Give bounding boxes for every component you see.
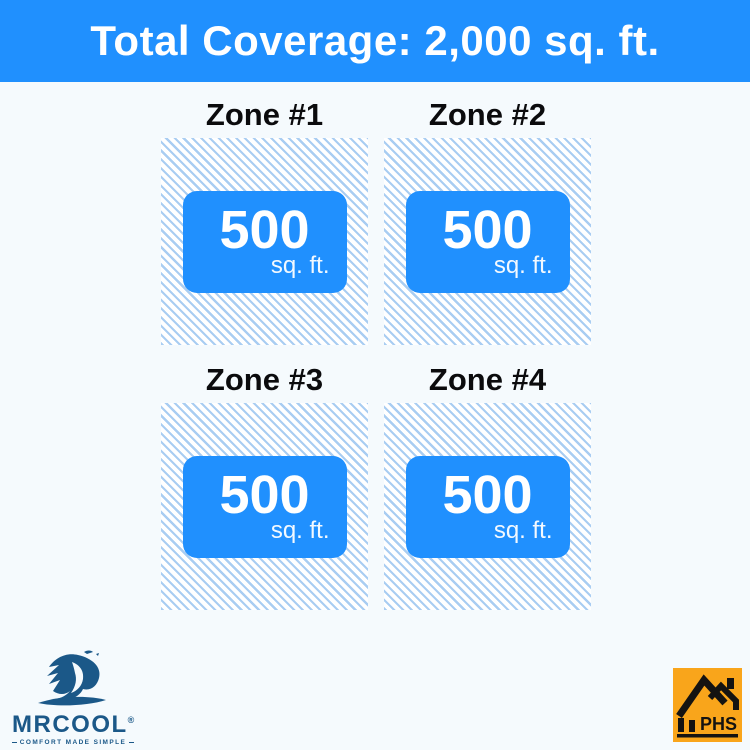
total-coverage-title: Total Coverage: 2,000 sq. ft. xyxy=(90,17,660,64)
phs-main-roof-icon xyxy=(676,674,728,718)
zone-4-unit: sq. ft. xyxy=(493,516,553,544)
phs-wall-post-left xyxy=(678,718,684,732)
phs-wall-post-right xyxy=(689,720,695,732)
phs-chimney-icon xyxy=(727,678,734,689)
zone-1-card: 500 sq. ft. xyxy=(182,190,347,293)
zone-2: Zone #2 500 sq. ft. xyxy=(384,95,591,345)
zone-2-card: 500 sq. ft. xyxy=(405,190,570,293)
mrcool-tagline: COMFORT MADE SIMPLE xyxy=(12,739,134,746)
penguin-mascot-icon xyxy=(38,650,106,706)
zone-3: Zone #3 500 sq. ft. xyxy=(161,360,368,610)
mrcool-logo: MRCOOL® COMFORT MADE SIMPLE xyxy=(12,650,134,746)
zone-4-value: 500 xyxy=(442,464,533,525)
zone-4-card: 500 sq. ft. xyxy=(405,455,570,558)
phs-wordmark: PHS xyxy=(700,714,737,734)
zone-2-value: 500 xyxy=(442,199,533,260)
zone-3-label: Zone #3 xyxy=(205,362,324,397)
zone-2-coverage-area: 500 sq. ft. xyxy=(384,138,591,345)
mrcool-tagline-text: COMFORT MADE SIMPLE xyxy=(19,739,127,746)
zone-4-coverage-area: 500 sq. ft. xyxy=(384,403,591,610)
phs-underline xyxy=(677,734,738,738)
zone-3-card: 500 sq. ft. xyxy=(182,455,347,558)
zone-1-label: Zone #1 xyxy=(205,97,324,132)
zone-3-value: 500 xyxy=(219,464,310,525)
zone-4: Zone #4 500 sq. ft. xyxy=(384,360,591,610)
zone-1-unit: sq. ft. xyxy=(270,251,330,279)
zone-1: Zone #1 500 sq. ft. xyxy=(161,95,368,345)
zone-1-value: 500 xyxy=(219,199,310,260)
zone-2-unit: sq. ft. xyxy=(493,251,553,279)
tagline-rule-left xyxy=(12,741,17,744)
phs-second-roof-icon xyxy=(707,681,739,710)
registered-mark: ® xyxy=(127,715,135,725)
mrcool-wordmark: MRCOOL® xyxy=(12,708,134,737)
zone-2-label: Zone #2 xyxy=(428,97,547,132)
zone-3-coverage-area: 500 sq. ft. xyxy=(161,403,368,610)
mrcool-wordmark-text: MRCOOL xyxy=(12,711,128,738)
zone-3-unit: sq. ft. xyxy=(270,516,330,544)
header-banner: Total Coverage: 2,000 sq. ft. xyxy=(0,0,750,82)
zone-4-label: Zone #4 xyxy=(428,362,547,397)
phs-logo: PHS xyxy=(673,668,742,742)
zone-1-coverage-area: 500 sq. ft. xyxy=(161,138,368,345)
tagline-rule-right xyxy=(129,741,134,744)
